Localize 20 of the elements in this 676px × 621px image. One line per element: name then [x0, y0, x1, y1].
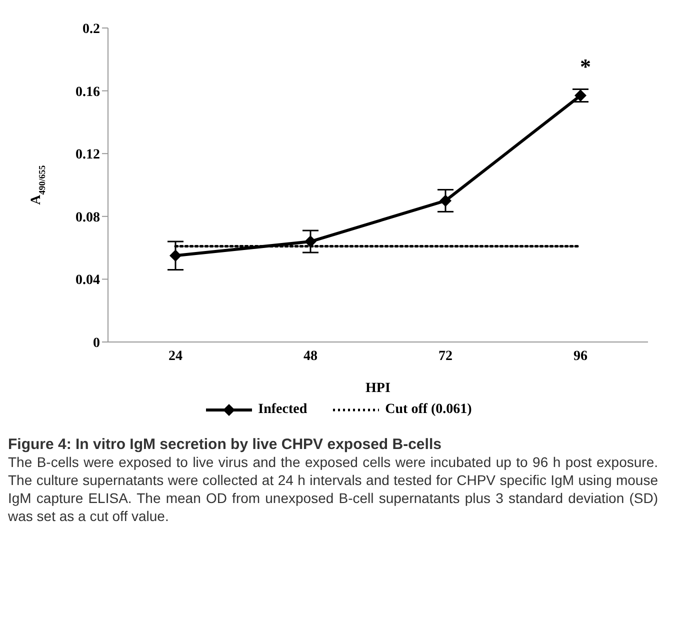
- point: [440, 194, 452, 207]
- y-tick-label: 0.2: [82, 22, 100, 37]
- x-tick-label: 72: [438, 348, 452, 364]
- text: Figure 4: In vitro IgM secretion by live CHPV exposed B-cells: [8, 436, 442, 453]
- x-tick-label: 96: [574, 348, 588, 364]
- y-tick-label: 0: [93, 336, 100, 351]
- point: [304, 236, 316, 248]
- x-tick-label: 48: [304, 348, 318, 364]
- legend-label: Infected: [258, 402, 308, 418]
- point: [170, 250, 182, 262]
- y-tick-label: 0.12: [76, 148, 100, 163]
- point: [574, 90, 586, 102]
- y-tick-label: 0.16: [76, 84, 100, 100]
- legend-label: Cut off (0.061): [385, 402, 472, 418]
- x-axis-title: HPI: [366, 381, 390, 396]
- text: The B-cells were exposed to live virus and the exposed cells were incubated up to 96 h post exposure. The culture supernatants were collected at 24 h intervals and tested for CHPV specific IgM using mouse IgM capture ELISA. The mean OD from unexposed B-cell supernatants plus 3 standard deviation (SD) was set as a cut off value.: [8, 453, 658, 525]
- x-tick-label: 24: [168, 348, 182, 364]
- y-tick-label: 0.04: [76, 273, 100, 288]
- y-tick-label: 0.08: [76, 210, 100, 226]
- annotation: *: [580, 54, 591, 79]
